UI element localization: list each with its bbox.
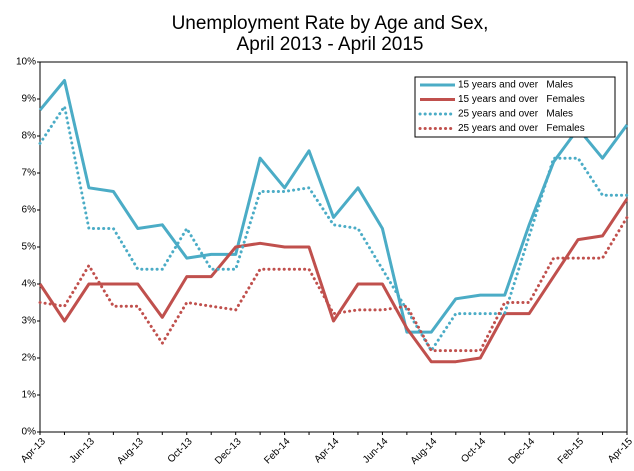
series-line — [38, 198, 629, 364]
legend-box — [414, 76, 616, 138]
legend-label: 25 years and over Females — [458, 123, 585, 134]
y-tick-label: 6% — [22, 205, 37, 216]
x-tick-label: Apr-15 — [606, 436, 634, 465]
y-tick-label: 10% — [16, 57, 36, 68]
x-tick-label: Oct-14 — [459, 436, 488, 465]
x-tick-label: Apr-14 — [312, 436, 341, 465]
chart-title: Unemployment Rate by Age and Sex, — [172, 13, 489, 34]
y-tick-label: 1% — [22, 390, 37, 401]
y-tick-label: 7% — [22, 168, 37, 179]
legend-label: 25 years and over Males — [458, 109, 573, 120]
y-tick-label: 4% — [22, 279, 37, 290]
x-tick-label: Jun-14 — [361, 436, 391, 466]
x-tick-label: Dec-13 — [213, 436, 244, 467]
legend-label: 15 years and over Females — [458, 94, 585, 105]
x-tick-label: Aug-13 — [115, 436, 146, 467]
x-tick-label: Feb-15 — [556, 436, 586, 466]
y-tick-label: 2% — [22, 353, 37, 364]
y-tick-label: 3% — [22, 316, 37, 327]
y-tick-label: 8% — [22, 131, 37, 142]
x-tick-label: Feb-14 — [262, 436, 292, 466]
x-tick-label: Apr-13 — [19, 436, 48, 465]
series-line — [38, 79, 629, 334]
chart-subtitle: April 2013 - April 2015 — [237, 34, 424, 55]
x-tick-label: Jun-13 — [68, 436, 98, 466]
series-line — [38, 215, 629, 353]
y-tick-label: 9% — [22, 94, 37, 105]
series-line — [38, 104, 629, 353]
x-tick-label: Dec-14 — [507, 436, 538, 467]
y-tick-label: 0% — [22, 427, 37, 438]
x-tick-label: Aug-14 — [409, 436, 440, 467]
legend-label: 15 years and over Males — [458, 80, 573, 91]
x-tick-label: Oct-13 — [166, 436, 195, 465]
y-tick-label: 5% — [22, 242, 37, 253]
